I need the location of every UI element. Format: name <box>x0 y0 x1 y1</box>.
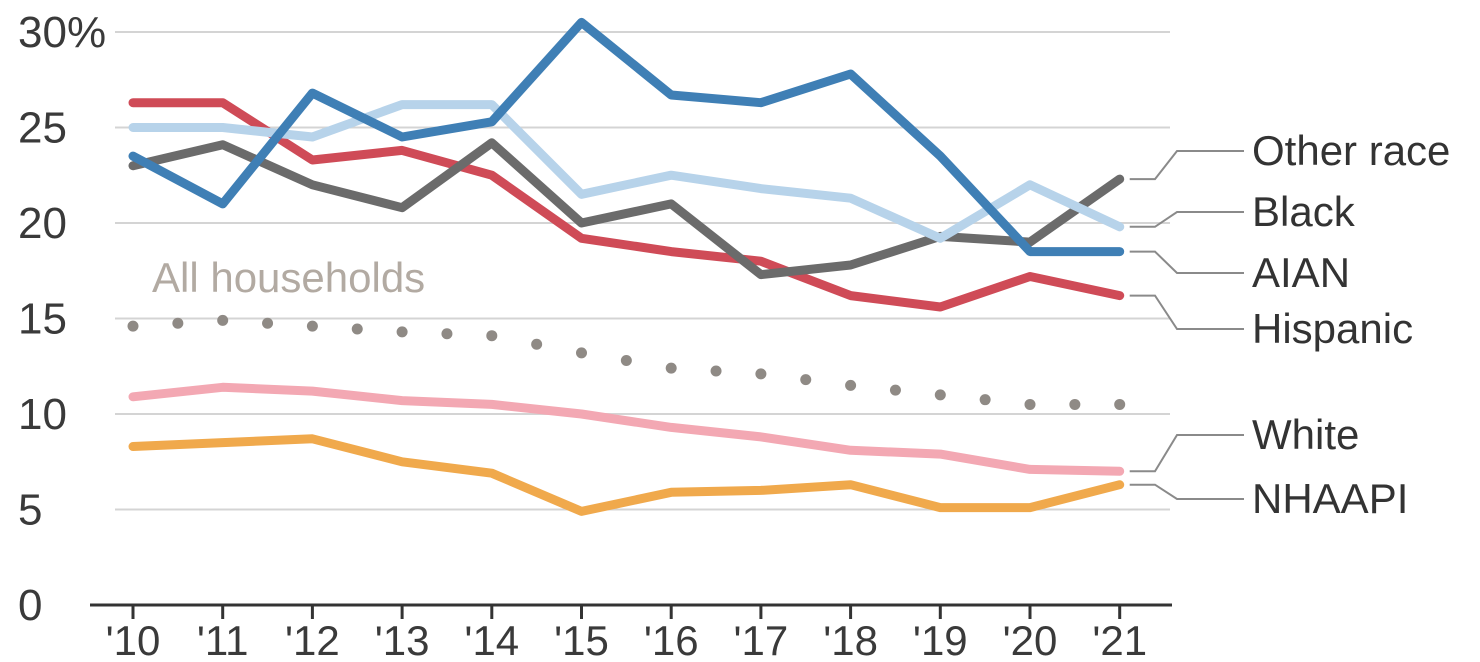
x-tick-label: '15 <box>554 617 609 662</box>
all-households-point <box>486 330 498 342</box>
all-households-point <box>531 338 543 350</box>
leader-line-aian <box>1129 250 1244 274</box>
leader-line-nhaapi <box>1129 483 1244 500</box>
leader-line-black <box>1129 211 1244 228</box>
series-line-hispanic <box>128 98 1125 312</box>
all-households-point <box>755 368 767 380</box>
x-tick-label: '18 <box>823 617 878 662</box>
all-households-point <box>262 317 274 329</box>
series-line-nhaapi <box>128 434 1125 516</box>
leader-line-white <box>1129 434 1244 473</box>
all-households-point <box>172 317 184 329</box>
x-axis: '10 '11 '12 '13 '14 '15 '16 '17 '18 '19 '20 '21 <box>90 603 1172 662</box>
all-households-point <box>1024 398 1036 410</box>
series-label-black: Black <box>1252 188 1356 235</box>
x-tick-label: '16 <box>644 617 699 662</box>
series-line-white <box>128 382 1125 476</box>
all-households-point <box>1114 398 1126 410</box>
all-households-point <box>306 320 318 332</box>
leader-line-other-race <box>1129 150 1244 181</box>
x-tick-label: '20 <box>1003 617 1058 662</box>
all-households-point <box>934 389 946 401</box>
y-tick-label: 20 <box>18 199 67 248</box>
y-tick-label: 30% <box>18 8 106 57</box>
series-label-white: White <box>1252 411 1359 458</box>
all-households-series: All households <box>127 254 1126 410</box>
all-households-point <box>576 347 587 359</box>
x-tick-label: '21 <box>1092 617 1147 662</box>
all-households-point <box>710 365 722 377</box>
all-households-point <box>889 384 901 396</box>
all-households-point <box>1069 398 1081 410</box>
x-tick-label: '17 <box>734 617 789 662</box>
x-tick-label: '11 <box>197 617 249 662</box>
series-lines <box>128 17 1125 516</box>
x-tick-label: '12 <box>285 617 340 662</box>
all-households-point <box>979 394 991 406</box>
leader-line-hispanic <box>1129 294 1244 330</box>
y-tick-label: 5 <box>18 486 42 535</box>
series-line-black <box>128 100 1125 243</box>
all-households-point <box>800 374 812 386</box>
y-tick-label: 10 <box>18 390 67 439</box>
all-households-point <box>845 379 857 391</box>
series-label-nhaapi: NHAAPI <box>1252 475 1408 522</box>
series-label-hispanic: Hispanic <box>1252 305 1413 352</box>
series-line-other-race <box>128 138 1125 280</box>
y-tick-label: 15 <box>18 295 67 344</box>
x-tick-label: '19 <box>913 617 968 662</box>
y-tick-label: 0 <box>18 581 42 630</box>
all-households-point <box>351 323 363 335</box>
series-line-aian <box>128 17 1125 257</box>
x-tick-label: '10 <box>106 617 161 662</box>
all-households-point <box>441 328 453 340</box>
all-households-label: All households <box>152 254 425 301</box>
series-label-other-race: Other race <box>1252 127 1450 174</box>
y-tick-label: 25 <box>18 104 67 153</box>
all-households-point <box>620 355 632 367</box>
all-households-point <box>217 314 229 326</box>
y-axis: 0 5 10 15 20 25 30% <box>18 8 106 630</box>
all-households-point <box>127 320 139 332</box>
x-tick-label: '13 <box>375 617 430 662</box>
x-tick-label: '14 <box>464 617 519 662</box>
all-households-point <box>396 326 408 338</box>
series-label-aian: AIAN <box>1252 249 1350 296</box>
direct-labels: Other race Black AIAN Hispanic White NHAAPI <box>1129 127 1450 522</box>
all-households-point <box>665 362 677 374</box>
